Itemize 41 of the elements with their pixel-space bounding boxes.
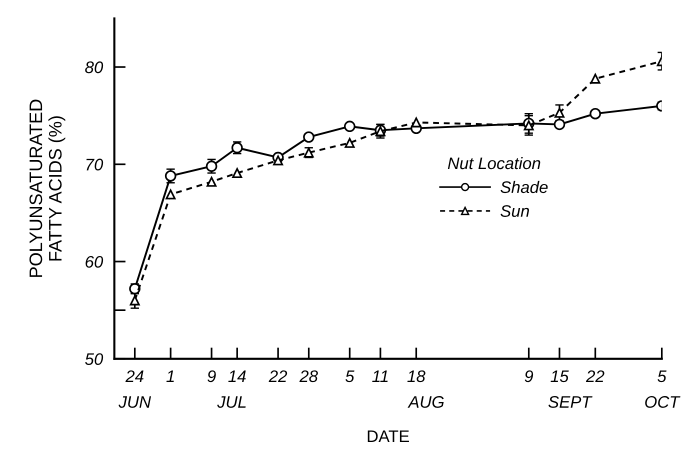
legend-label: Shade — [500, 180, 548, 194]
point — [411, 117, 422, 128]
x-tick-label: 22 — [268, 370, 288, 382]
y-tick-label: 50 — [85, 353, 104, 366]
x-tick-label: 14 — [228, 370, 246, 382]
x-tick-label: 28 — [299, 370, 318, 382]
x-tick-label: 5 — [345, 370, 354, 382]
y-axis-title: POLYUNSATURATED FATTY ACIDS (%) — [29, 100, 66, 277]
point — [554, 118, 566, 130]
y-tick-label: 60 — [86, 256, 104, 268]
point — [130, 295, 140, 306]
point — [273, 155, 284, 166]
x-tick-label: 1 — [166, 370, 174, 382]
legend-title: Nut Location — [448, 156, 540, 170]
x-tick-label: 9 — [207, 370, 216, 382]
x2-tick-label: JUL — [217, 396, 246, 408]
x-tick-label: 11 — [372, 370, 388, 382]
x2-tick-label: SEPT — [548, 396, 592, 408]
x-axis-title: DATE — [368, 430, 409, 442]
y-tick-label: 80 — [85, 61, 104, 74]
point — [232, 168, 242, 178]
point — [166, 189, 176, 200]
x2-tick-label: JUN — [118, 396, 152, 408]
y-tick-label: 70 — [86, 158, 104, 170]
point — [303, 131, 314, 143]
x-tick-label: 22 — [586, 370, 604, 382]
point — [344, 120, 356, 132]
legend-label: Sun — [500, 205, 529, 217]
point — [206, 176, 217, 187]
x-tick-label: 9 — [524, 370, 534, 382]
x-tick-label: 18 — [407, 370, 426, 382]
point — [590, 108, 601, 120]
x-tick-label: 24 — [125, 370, 144, 382]
x-tick-label: 15 — [550, 370, 569, 382]
point — [554, 108, 564, 118]
x2-tick-label: OCT — [645, 396, 680, 408]
x2-tick-label: AUG — [408, 396, 444, 408]
x-tick-label: 5 — [658, 370, 666, 382]
point — [524, 120, 534, 130]
point — [344, 138, 355, 148]
point — [590, 74, 600, 84]
